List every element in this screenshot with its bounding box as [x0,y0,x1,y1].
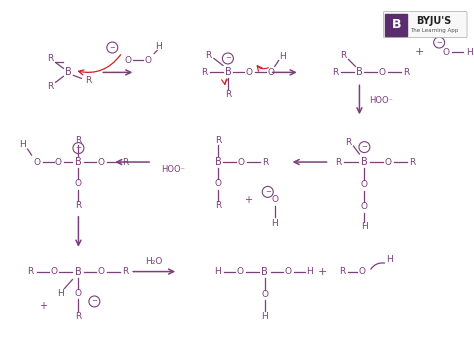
Text: +: + [38,302,46,311]
Text: O: O [75,289,82,298]
Text: R: R [225,90,231,99]
Text: B: B [356,67,363,78]
Text: H: H [306,267,313,276]
Text: H: H [271,219,278,228]
Text: HOO⁻: HOO⁻ [161,166,185,174]
Text: R: R [47,54,54,63]
Text: O: O [361,181,368,189]
Text: −: − [225,55,231,62]
Text: H: H [279,52,286,61]
Text: −: − [75,145,82,151]
Text: O: O [50,267,57,276]
Text: R: R [215,201,221,210]
Text: H: H [361,222,368,231]
Text: O: O [359,267,366,276]
FancyBboxPatch shape [383,12,467,37]
Text: O: O [98,157,105,167]
Text: O: O [237,267,243,276]
Text: O: O [261,290,268,299]
Text: B: B [225,67,231,78]
Text: BYJU'S: BYJU'S [417,16,452,26]
Text: O: O [55,157,62,167]
Text: O: O [145,56,152,65]
Text: B: B [392,18,401,31]
Text: +: + [318,267,327,276]
Text: +: + [244,195,252,205]
Text: O: O [271,195,278,204]
Text: R: R [85,76,91,85]
Text: O: O [246,68,252,77]
Text: O: O [284,267,291,276]
Text: H: H [215,267,221,276]
Text: H: H [155,42,162,51]
Text: O: O [214,180,221,188]
Text: R: R [403,68,410,77]
Text: O: O [379,68,386,77]
Text: H: H [57,289,64,298]
Text: −: − [109,45,115,51]
Text: B: B [215,157,221,167]
Text: −: − [265,189,271,195]
Text: H: H [465,48,473,57]
Text: +: + [415,48,424,57]
Text: R: R [75,201,82,210]
Text: R: R [75,312,82,321]
Text: −: − [91,299,97,304]
Text: O: O [361,202,368,211]
Text: R: R [75,136,82,144]
Text: O: O [267,68,274,77]
Text: −: − [436,39,442,46]
Text: −: − [362,144,367,150]
Text: R: R [47,82,54,91]
Text: R: R [27,267,34,276]
Text: B: B [65,67,72,78]
Text: R: R [122,157,128,167]
Text: The Learning App: The Learning App [410,28,458,33]
Text: O: O [75,180,82,188]
Text: H: H [386,255,392,264]
Text: O: O [98,267,105,276]
Text: R: R [215,136,221,144]
Bar [385,14,407,36]
Text: R: R [262,157,268,167]
Text: H: H [19,140,26,149]
Text: O: O [125,56,132,65]
Text: R: R [340,51,346,60]
Text: R: R [205,51,211,60]
Text: R: R [346,138,352,147]
Text: B: B [75,267,82,276]
Text: HOO⁻: HOO⁻ [369,96,393,105]
Text: R: R [332,68,338,77]
Text: B: B [75,157,82,167]
Text: O: O [443,48,450,57]
Text: R: R [339,267,346,276]
Text: H: H [261,312,268,321]
Text: H₂O: H₂O [146,257,163,266]
Text: O: O [385,157,392,167]
Text: R: R [336,157,342,167]
Text: B: B [261,267,268,276]
Text: O: O [33,157,40,167]
Text: R: R [201,68,207,77]
Text: R: R [409,157,415,167]
Text: R: R [122,267,128,276]
Text: O: O [237,157,245,167]
Text: B: B [361,157,368,167]
